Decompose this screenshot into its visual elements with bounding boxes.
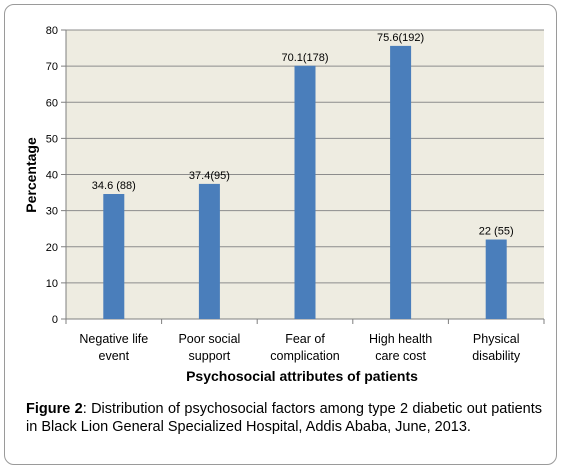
figure-caption-text: : Distribution of psychosocial factors a…: [26, 401, 542, 435]
x-category-label: Poor social: [178, 332, 240, 346]
y-tick-label: 70: [46, 61, 58, 73]
figure-caption: Figure 2: Distribution of psychosocial f…: [26, 400, 542, 436]
y-tick-label: 80: [46, 25, 58, 37]
y-tick-label: 10: [46, 278, 58, 290]
y-tick-label: 0: [52, 314, 58, 326]
x-category-label: Fear of: [285, 332, 325, 346]
y-tick-label: 60: [46, 97, 58, 109]
y-tick-label: 40: [46, 170, 58, 182]
y-tick-label: 30: [46, 206, 58, 218]
bar-data-label: 34.6 (88): [92, 180, 136, 192]
x-category-label: care cost: [375, 349, 426, 363]
bar: [294, 65, 316, 319]
y-tick-label: 20: [46, 242, 58, 254]
x-category-label: event: [99, 349, 130, 363]
x-category-label: complication: [270, 349, 340, 363]
x-category-label: Negative life: [79, 332, 148, 346]
bar-data-label: 70.1(178): [281, 52, 328, 64]
x-category-label: support: [189, 349, 231, 363]
y-tick-label: 50: [46, 133, 58, 145]
x-category-label: High health: [369, 332, 432, 346]
bar-data-label: 22 (55): [479, 226, 514, 238]
bar: [198, 183, 220, 319]
bar-data-label: 37.4(95): [189, 170, 230, 182]
bar-chart: 0 10 20 30 40 50 60 70 80 34.6 (88) Negative life e…: [23, 25, 545, 384]
x-axis-title: Psychosocial attributes of patients: [186, 368, 418, 384]
y-axis-title: Percentage: [23, 137, 39, 213]
bar: [390, 45, 412, 320]
x-category-label: disability: [472, 349, 521, 363]
bar: [485, 239, 507, 319]
figure-caption-label: Figure 2: [26, 401, 83, 417]
bar: [103, 194, 125, 319]
x-category-label: Physical: [473, 332, 520, 346]
bar-data-label: 75.6(192): [377, 32, 424, 44]
